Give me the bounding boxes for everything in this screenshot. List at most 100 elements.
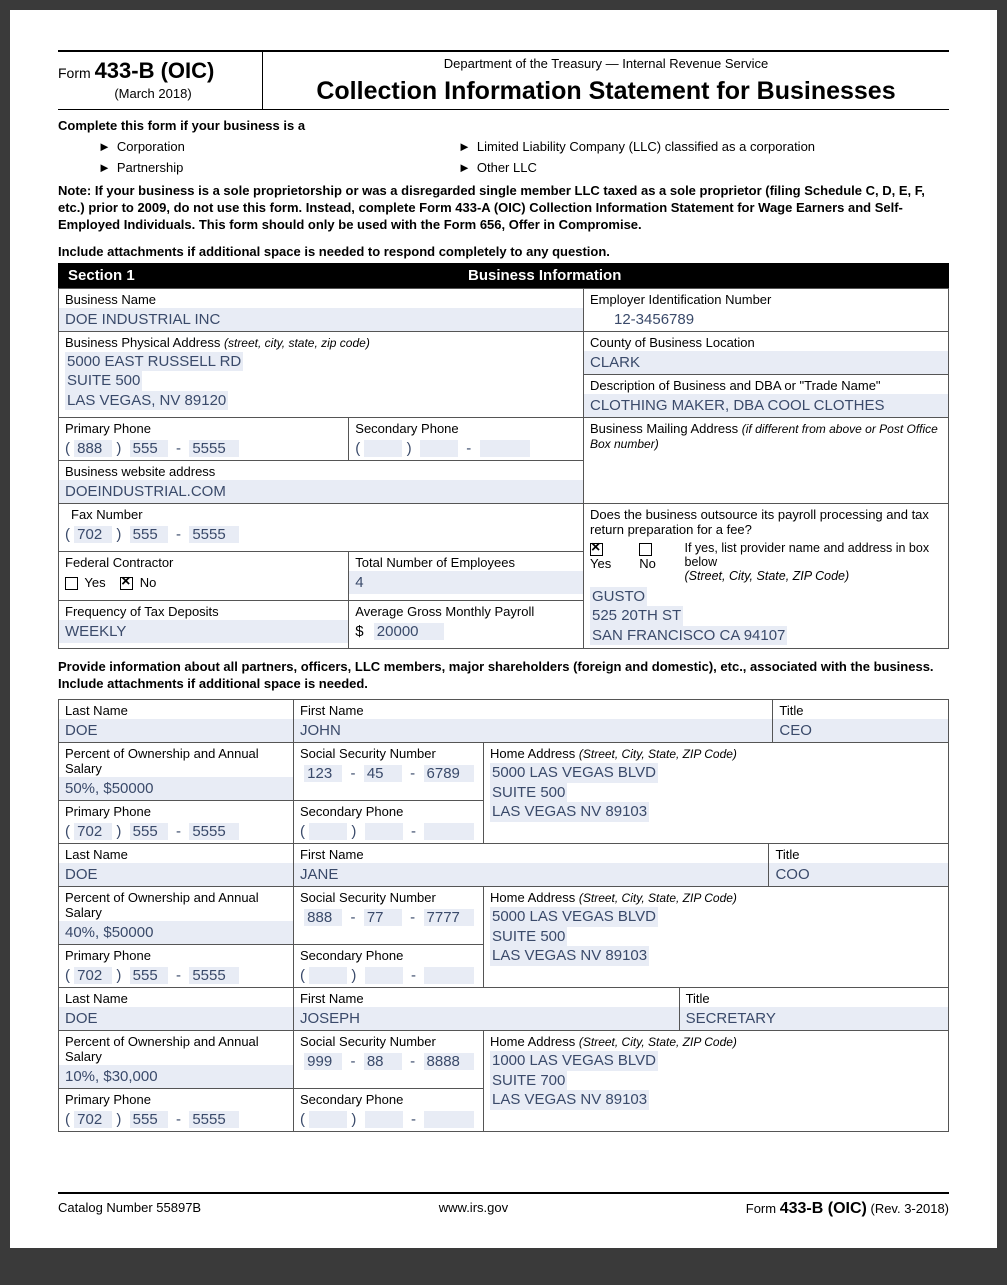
value-ssn[interactable]: 999 - 88 - 8888 [294,1050,483,1073]
partners-container: Last Name DOE First Name JOHN Title CEO … [58,699,949,1132]
value-ssn[interactable]: 888 - 77 - 7777 [294,906,483,929]
label-title: Title [680,988,948,1007]
value-title[interactable]: CEO [773,719,948,742]
attach-note: Include attachments if additional space … [58,244,949,259]
value-home[interactable]: 1000 LAS VEGAS BLVD SUITE 700 LAS VEGAS … [484,1050,948,1113]
value-last-name[interactable]: DOE [59,719,293,742]
form-date: (March 2018) [58,86,248,101]
form-id-box: Form 433-B (OIC) (March 2018) [58,52,263,109]
section-1-bar: Section 1 Business Information [58,263,949,288]
label-last-name: Last Name [59,988,293,1007]
label-mailing: Business Mailing Address [590,421,738,436]
main-title: Collection Information Statement for Bus… [263,77,949,106]
value-secondary-phone[interactable]: ( ) - [349,437,583,460]
value-title[interactable]: SECRETARY [680,1007,948,1030]
label-business-name: Business Name [59,289,583,308]
label-first-name: First Name [294,844,768,863]
label-title: Title [773,700,948,719]
label-ssn: Social Security Number [294,743,483,762]
value-address[interactable]: 5000 EAST RUSSELL RD SUITE 500 LAS VEGAS… [59,351,583,414]
partner-block: Last Name DOE First Name JOSEPH Title SE… [58,988,949,1132]
value-pct[interactable]: 50%, $50000 [59,777,293,800]
label-primary-phone: Primary Phone [59,418,348,437]
value-provider[interactable]: GUSTO 525 20TH ST SAN FRANCISCO CA 94107 [584,586,948,649]
value-home[interactable]: 5000 LAS VEGAS BLVD SUITE 500 LAS VEGAS … [484,906,948,969]
value-freq[interactable]: WEEKLY [59,620,348,643]
value-employees[interactable]: 4 [349,571,583,594]
form-number: 433-B (OIC) [95,58,215,83]
label-pct: Percent of Ownership and Annual Salary [59,1031,293,1065]
biz-type-corporation: Corporation [117,139,185,154]
triangle-icon: ► [458,139,471,154]
value-title[interactable]: COO [769,863,948,886]
dept-line: Department of the Treasury — Internal Re… [263,56,949,71]
label-employees: Total Number of Employees [349,552,583,571]
value-first-name[interactable]: JANE [294,863,768,886]
value-website[interactable]: DOEINDUSTRIAL.COM [59,480,583,503]
business-types: ► Corporation ► Partnership ► Limited Liabi… [98,139,949,175]
label-pct: Percent of Ownership and Annual Salary [59,743,293,777]
checkbox-outsource-no[interactable] [639,543,652,556]
value-first-name[interactable]: JOSEPH [294,1007,679,1030]
outsource-hint: If yes, list provider name and address i… [685,541,943,584]
label-ssn: Social Security Number [294,1031,483,1050]
biz-type-partnership: Partnership [117,160,183,175]
value-payroll[interactable]: $ 20000 [349,620,583,643]
section-number: Section 1 [68,267,468,284]
value-last-name[interactable]: DOE [59,863,293,886]
label-first-name: First Name [294,988,679,1007]
form-page: Form 433-B (OIC) (March 2018) Department… [10,10,997,1248]
value-first-name[interactable]: JOHN [294,719,772,742]
value-business-name[interactable]: DOE INDUSTRIAL INC [59,308,583,331]
label-sphone: Secondary Phone [294,801,483,820]
label-sphone: Secondary Phone [294,945,483,964]
value-desc[interactable]: CLOTHING MAKER, DBA COOL CLOTHES [584,394,948,417]
label-home: Home Address (Street, City, State, ZIP C… [484,1031,948,1050]
label-desc: Description of Business and DBA or "Trad… [584,375,948,394]
partner-block: Last Name DOE First Name JOHN Title CEO … [58,699,949,844]
label-pphone: Primary Phone [59,1089,293,1108]
checkbox-fc-no[interactable] [120,577,133,590]
value-ssn[interactable]: 123 - 45 - 6789 [294,762,483,785]
complete-if-label: Complete this form if your business is a [58,118,949,133]
label-home: Home Address (Street, City, State, ZIP C… [484,887,948,906]
label-secondary-phone: Secondary Phone [349,418,583,437]
value-county[interactable]: CLARK [584,351,948,374]
value-home[interactable]: 5000 LAS VEGAS BLVD SUITE 500 LAS VEGAS … [484,762,948,825]
business-info-table: Business Name DOE INDUSTRIAL INC Employe… [58,288,949,650]
label-pphone: Primary Phone [59,801,293,820]
label-fax: Fax Number [59,504,583,523]
section-title: Business Information [468,267,621,284]
label-fed-contractor: Federal Contractor [59,552,348,571]
label-pct: Percent of Ownership and Annual Salary [59,887,293,921]
value-primary-phone[interactable]: ( 888 ) 555 - 5555 [59,437,348,460]
label-county: County of Business Location [584,332,948,351]
value-last-name[interactable]: DOE [59,1007,293,1030]
value-pct[interactable]: 10%, $30,000 [59,1065,293,1088]
value-sphone[interactable]: ( ) - [294,964,483,987]
triangle-icon: ► [98,160,111,175]
value-pphone[interactable]: ( 702 ) 555 - 5555 [59,820,293,843]
label-freq: Frequency of Tax Deposits [59,601,348,620]
label-title: Title [769,844,948,863]
value-fax[interactable]: ( 702 ) 555 - 5555 [59,523,583,546]
triangle-icon: ► [458,160,471,175]
label-payroll: Average Gross Monthly Payroll [349,601,583,620]
biz-type-other-llc: Other LLC [477,160,537,175]
value-ein[interactable]: 12-3456789 [584,308,948,331]
value-pct[interactable]: 40%, $50000 [59,921,293,944]
checkbox-outsource-yes[interactable] [590,543,603,556]
form-header: Form 433-B (OIC) (March 2018) Department… [58,52,949,109]
footer: Catalog Number 55897B www.irs.gov Form 4… [58,1194,949,1218]
label-address-hint: (street, city, state, zip code) [224,336,370,350]
value-sphone[interactable]: ( ) - [294,820,483,843]
value-pphone[interactable]: ( 702 ) 555 - 5555 [59,964,293,987]
label-last-name: Last Name [59,700,293,719]
value-sphone[interactable]: ( ) - [294,1108,483,1131]
footer-catalog: Catalog Number 55897B [58,1200,201,1218]
value-pphone[interactable]: ( 702 ) 555 - 5555 [59,1108,293,1131]
label-home: Home Address (Street, City, State, ZIP C… [484,743,948,762]
partner-block: Last Name DOE First Name JANE Title COO … [58,844,949,988]
checkbox-fc-yes[interactable] [65,577,78,590]
biz-type-llc-corp: Limited Liability Company (LLC) classifi… [477,139,815,154]
